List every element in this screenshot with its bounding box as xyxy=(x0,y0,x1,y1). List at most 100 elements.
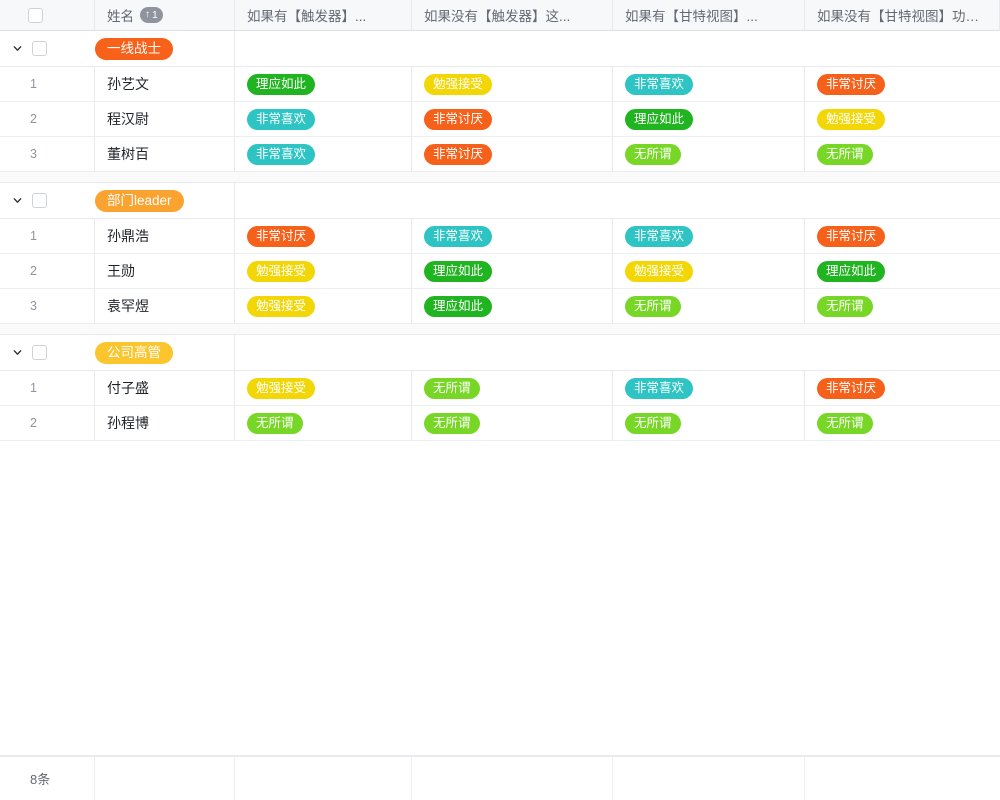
answer-tag: 非常喜欢 xyxy=(625,73,694,95)
row-answer-cell-q1[interactable]: 非常喜欢 xyxy=(235,102,412,136)
row-answer-cell-q1[interactable]: 非常讨厌 xyxy=(235,219,412,253)
group-toggle-cell[interactable] xyxy=(0,31,95,66)
row-name-cell[interactable]: 董树百 xyxy=(95,137,235,171)
answer-tag: 无所谓 xyxy=(817,295,873,317)
row-answer-cell-q3[interactable]: 非常喜欢 xyxy=(613,371,805,405)
group-toggle-cell[interactable] xyxy=(0,335,95,370)
group-name-cell: 公司高管 xyxy=(95,335,235,370)
answer-tag: 理应如此 xyxy=(625,108,694,130)
footer-cell-q3 xyxy=(613,757,805,800)
chevron-down-icon[interactable] xyxy=(10,194,24,208)
footer-cell-name xyxy=(95,757,235,800)
select-all-checkbox[interactable] xyxy=(28,7,43,23)
row-answer-cell-q3[interactable]: 非常喜欢 xyxy=(613,219,805,253)
row-answer-cell-q1[interactable]: 勉强接受 xyxy=(235,254,412,288)
row-answer-cell-q4[interactable]: 非常讨厌 xyxy=(805,67,1000,101)
sort-arrow-up-icon: ↑ xyxy=(145,9,150,20)
row-answer-cell-q3[interactable]: 非常喜欢 xyxy=(613,67,805,101)
table-body: 一线战士 1 孙艺文 理应如此 勉强接受 非常喜欢 非常讨厌 2 程汉尉 非常喜欢 非常讨厌 理应如此… xyxy=(0,31,1000,441)
row-answer-cell-q4[interactable]: 非常讨厌 xyxy=(805,219,1000,253)
answer-tag: 无所谓 xyxy=(424,412,480,434)
sort-indicator[interactable]: ↑ 1 xyxy=(140,7,163,23)
header-column-q4[interactable]: 如果没有【甘特视图】功能，你... xyxy=(805,0,1000,30)
row-index-cell: 1 xyxy=(0,219,95,253)
group-header-row[interactable]: 部门leader xyxy=(0,183,1000,219)
header-column-name[interactable]: 姓名 ↑ 1 xyxy=(95,0,235,30)
row-answer-cell-q2[interactable]: 理应如此 xyxy=(412,254,613,288)
row-name-cell[interactable]: 程汉尉 xyxy=(95,102,235,136)
row-answer-cell-q2[interactable]: 无所谓 xyxy=(412,406,613,440)
row-name-cell[interactable]: 孙程博 xyxy=(95,406,235,440)
header-column-q2[interactable]: 如果没有【触发器】这... xyxy=(412,0,613,30)
header-select-all-cell[interactable] xyxy=(0,0,95,30)
row-index-cell: 2 xyxy=(0,406,95,440)
row-answer-cell-q4[interactable]: 非常讨厌 xyxy=(805,371,1000,405)
row-answer-cell-q3[interactable]: 勉强接受 xyxy=(613,254,805,288)
group-name-cell: 一线战士 xyxy=(95,31,235,66)
row-answer-cell-q4[interactable]: 勉强接受 xyxy=(805,102,1000,136)
table-row[interactable]: 1 付子盛 勉强接受 无所谓 非常喜欢 非常讨厌 xyxy=(0,371,1000,406)
row-answer-cell-q2[interactable]: 理应如此 xyxy=(412,289,613,323)
row-answer-cell-q2[interactable]: 非常喜欢 xyxy=(412,219,613,253)
chevron-down-icon[interactable] xyxy=(10,42,24,56)
table-row[interactable]: 2 孙程博 无所谓 无所谓 无所谓 无所谓 xyxy=(0,406,1000,441)
row-name-cell[interactable]: 孙鼎浩 xyxy=(95,219,235,253)
row-answer-cell-q1[interactable]: 勉强接受 xyxy=(235,289,412,323)
row-answer-cell-q3[interactable]: 理应如此 xyxy=(613,102,805,136)
table-footer-row: 8条 xyxy=(0,756,1000,800)
table-row[interactable]: 3 袁罕煜 勉强接受 理应如此 无所谓 无所谓 xyxy=(0,289,1000,324)
row-name-cell[interactable]: 孙艺文 xyxy=(95,67,235,101)
chevron-down-icon[interactable] xyxy=(10,346,24,360)
footer-cell-q1 xyxy=(235,757,412,800)
row-answer-cell-q4[interactable]: 无所谓 xyxy=(805,406,1000,440)
group-select-checkbox[interactable] xyxy=(32,41,47,56)
footer-count-cell: 8条 xyxy=(0,757,95,800)
group-toggle-cell[interactable] xyxy=(0,183,95,218)
header-column-q1[interactable]: 如果有【触发器】... xyxy=(235,0,412,30)
answer-tag: 勉强接受 xyxy=(625,260,694,282)
row-answer-cell-q3[interactable]: 无所谓 xyxy=(613,137,805,171)
row-answer-cell-q3[interactable]: 无所谓 xyxy=(613,406,805,440)
table-row[interactable]: 2 王勋 勉强接受 理应如此 勉强接受 理应如此 xyxy=(0,254,1000,289)
row-index-cell: 1 xyxy=(0,67,95,101)
row-answer-cell-q4[interactable]: 理应如此 xyxy=(805,254,1000,288)
answer-tag: 勉强接受 xyxy=(817,108,886,130)
row-answer-cell-q4[interactable]: 无所谓 xyxy=(805,289,1000,323)
group-header-row[interactable]: 一线战士 xyxy=(0,31,1000,67)
row-answer-cell-q1[interactable]: 非常喜欢 xyxy=(235,137,412,171)
row-index-cell: 1 xyxy=(0,371,95,405)
row-answer-cell-q1[interactable]: 无所谓 xyxy=(235,406,412,440)
table-row[interactable]: 1 孙鼎浩 非常讨厌 非常喜欢 非常喜欢 非常讨厌 xyxy=(0,219,1000,254)
answer-tag: 理应如此 xyxy=(424,295,493,317)
row-answer-cell-q2[interactable]: 勉强接受 xyxy=(412,67,613,101)
header-column-q3[interactable]: 如果有【甘特视图】... xyxy=(613,0,805,30)
row-answer-cell-q3[interactable]: 无所谓 xyxy=(613,289,805,323)
row-name-cell[interactable]: 付子盛 xyxy=(95,371,235,405)
row-answer-cell-q2[interactable]: 无所谓 xyxy=(412,371,613,405)
group-select-checkbox[interactable] xyxy=(32,345,47,360)
answer-tag: 非常讨厌 xyxy=(424,108,493,130)
table-row[interactable]: 3 董树百 非常喜欢 非常讨厌 无所谓 无所谓 xyxy=(0,137,1000,172)
answer-tag: 非常讨厌 xyxy=(817,225,886,247)
footer-cell-q4 xyxy=(805,757,1000,800)
answer-tag: 非常喜欢 xyxy=(247,143,316,165)
table-row[interactable]: 1 孙艺文 理应如此 勉强接受 非常喜欢 非常讨厌 xyxy=(0,67,1000,102)
row-answer-cell-q2[interactable]: 非常讨厌 xyxy=(412,102,613,136)
row-name-cell[interactable]: 王勋 xyxy=(95,254,235,288)
row-name-cell[interactable]: 袁罕煜 xyxy=(95,289,235,323)
answer-tag: 非常喜欢 xyxy=(247,108,316,130)
record-count-label: 8条 xyxy=(30,772,51,787)
group-header-row[interactable]: 公司高管 xyxy=(0,335,1000,371)
table-row[interactable]: 2 程汉尉 非常喜欢 非常讨厌 理应如此 勉强接受 xyxy=(0,102,1000,137)
group-tag: 部门leader xyxy=(95,189,184,212)
answer-tag: 非常喜欢 xyxy=(625,377,694,399)
header-label-q4: 如果没有【甘特视图】功能，你... xyxy=(817,9,987,24)
row-answer-cell-q2[interactable]: 非常讨厌 xyxy=(412,137,613,171)
answer-tag: 勉强接受 xyxy=(424,73,493,95)
answer-tag: 无所谓 xyxy=(424,377,480,399)
row-answer-cell-q1[interactable]: 理应如此 xyxy=(235,67,412,101)
row-answer-cell-q1[interactable]: 勉强接受 xyxy=(235,371,412,405)
row-answer-cell-q4[interactable]: 无所谓 xyxy=(805,137,1000,171)
group-select-checkbox[interactable] xyxy=(32,193,47,208)
row-index-cell: 2 xyxy=(0,254,95,288)
